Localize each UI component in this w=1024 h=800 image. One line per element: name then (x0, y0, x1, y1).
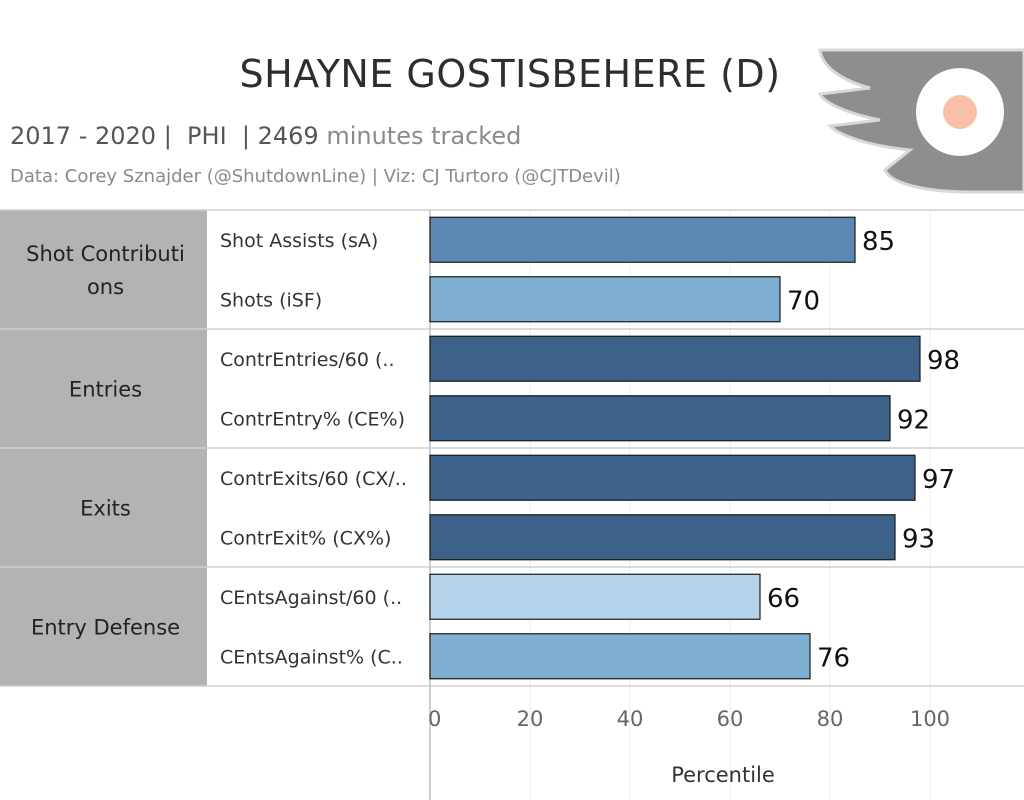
group-label: Shot Contributi (26, 242, 185, 266)
x-tick-label: 60 (717, 707, 744, 731)
bar (429, 633, 811, 680)
subtitle-minutes-label: minutes tracked (326, 122, 522, 150)
value-label: 97 (922, 465, 955, 495)
value-label: 93 (902, 524, 935, 554)
value-label: 85 (862, 227, 895, 257)
group-cell-bg (0, 567, 207, 686)
chart-subtitle: 2017 - 2020 | PHI | 2469 minutes tracked (10, 122, 521, 150)
metric-label: Shots (iSF) (220, 289, 322, 311)
bar (429, 454, 916, 501)
group-cell-bg (0, 448, 207, 567)
logo-center-dot (943, 95, 977, 129)
group-label: Exits (80, 497, 131, 521)
group-cell-bg (0, 210, 207, 329)
x-tick-label: 40 (617, 707, 644, 731)
x-tick-label: 0 (428, 707, 441, 731)
x-tick-label: 100 (910, 707, 950, 731)
data-credit: Data: Corey Sznajder (@ShutdownLine) | V… (10, 166, 621, 187)
metric-label: Shot Assists (sA) (220, 230, 378, 252)
x-axis-title: Percentile (671, 763, 775, 787)
group-label: Entry Defense (31, 616, 180, 640)
metric-label: ContrExit% (CX%) (220, 527, 391, 549)
value-label: 66 (767, 584, 800, 614)
value-label: 98 (927, 346, 960, 376)
subtitle-main: 2017 - 2020 | PHI | 2469 (10, 122, 327, 150)
x-tick-label: 80 (817, 707, 844, 731)
group-label: Entries (69, 378, 142, 402)
bar (429, 395, 891, 442)
bar (429, 276, 781, 323)
value-label: 70 (787, 286, 820, 316)
bar (429, 216, 856, 263)
value-label: 92 (897, 405, 930, 435)
metric-label: ContrEntry% (CE%) (220, 408, 405, 430)
group-label: ons (87, 275, 124, 299)
group-cell-bg (0, 329, 207, 448)
bar (429, 573, 761, 620)
x-tick-label: 20 (517, 707, 544, 731)
bar (429, 335, 921, 382)
metric-label: ContrExits/60 (CX/.. (220, 468, 407, 490)
chart-title: SHAYNE GOSTISBEHERE (D) (239, 52, 781, 96)
bar (429, 514, 896, 561)
value-label: 76 (817, 643, 850, 673)
metric-label: ContrEntries/60 (.. (220, 349, 394, 371)
flyers-logo-icon (817, 48, 1024, 194)
team-logo (817, 48, 1024, 194)
metric-label: CEntsAgainst% (C.. (220, 646, 403, 668)
metric-label: CEntsAgainst/60 (.. (220, 587, 402, 609)
